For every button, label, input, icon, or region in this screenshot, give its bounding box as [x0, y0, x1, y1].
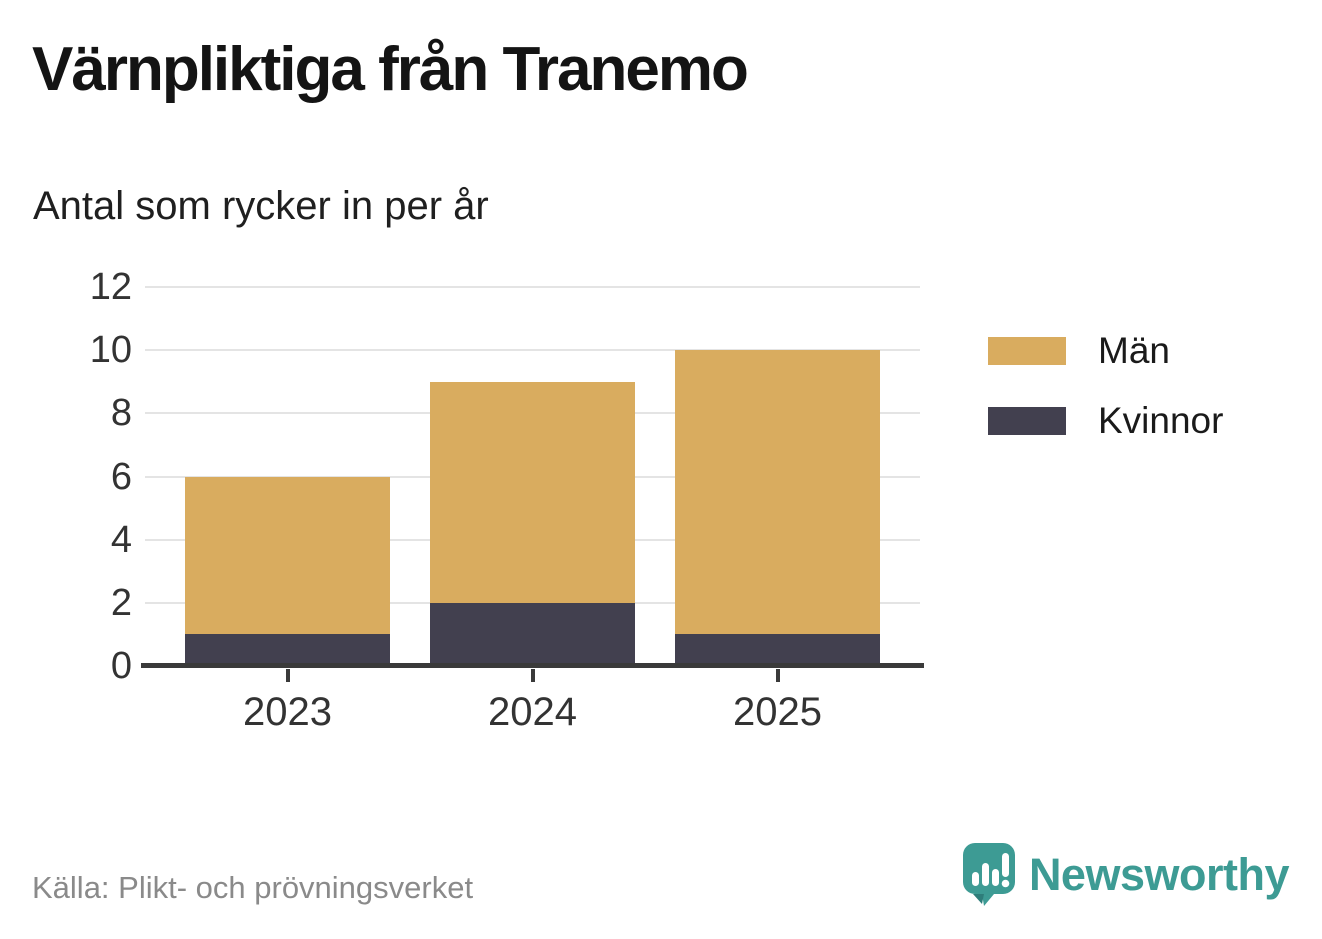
- bar-segment-män-2024: [430, 381, 635, 603]
- bar-stack-2023: [185, 476, 390, 666]
- brand-footer: Newsworthy: [962, 843, 1290, 906]
- legend-swatch-women: [988, 407, 1066, 435]
- y-tick-label-12: 12: [89, 266, 132, 308]
- legend-swatch-men: [988, 337, 1066, 365]
- source-attribution: Källa: Plikt- och prövningsverket: [32, 870, 474, 905]
- plot-area: [141, 286, 924, 668]
- bar-segment-kvinnor-2024: [430, 602, 635, 666]
- chart-title: Värnpliktiga från Tranemo: [32, 35, 749, 104]
- y-tick-label-0: 0: [110, 645, 132, 687]
- y-tick-label-4: 4: [110, 518, 132, 561]
- legend-item-women: Kvinnor: [988, 400, 1223, 442]
- y-tick-label-10: 10: [89, 329, 132, 372]
- legend: Män Kvinnor: [988, 330, 1223, 442]
- x-tick-label-2024: 2024: [488, 690, 577, 734]
- legend-label-women: Kvinnor: [1098, 400, 1224, 441]
- x-axis-line: [141, 663, 924, 668]
- bar-stack-2024: [430, 381, 635, 666]
- legend-label-men: Män: [1098, 330, 1170, 371]
- x-tick-label-2025: 2025: [733, 690, 822, 734]
- legend-item-men: Män: [988, 330, 1223, 372]
- y-tick-label-8: 8: [110, 392, 132, 435]
- newsworthy-speech-bubble-chart-icon: [962, 843, 1015, 906]
- bar-segment-män-2023: [185, 476, 390, 635]
- bar-segment-kvinnor-2023: [185, 634, 390, 666]
- y-tick-label-2: 2: [110, 581, 132, 624]
- x-tick-mark-2023: [285, 669, 290, 682]
- x-tick-mark-2024: [530, 669, 535, 682]
- chart-subtitle: Antal som rycker in per år: [33, 184, 489, 228]
- gridline-y-12: [145, 286, 920, 288]
- bar-segment-kvinnor-2025: [675, 634, 880, 666]
- x-tick-label-2023: 2023: [243, 690, 332, 734]
- x-tick-mark-2025: [775, 669, 780, 682]
- bar-stack-2025: [675, 350, 880, 666]
- bar-segment-män-2025: [675, 350, 880, 635]
- brand-name: Newsworthy: [1028, 848, 1290, 900]
- y-tick-label-6: 6: [110, 455, 132, 498]
- gridline-y-10: [145, 349, 920, 352]
